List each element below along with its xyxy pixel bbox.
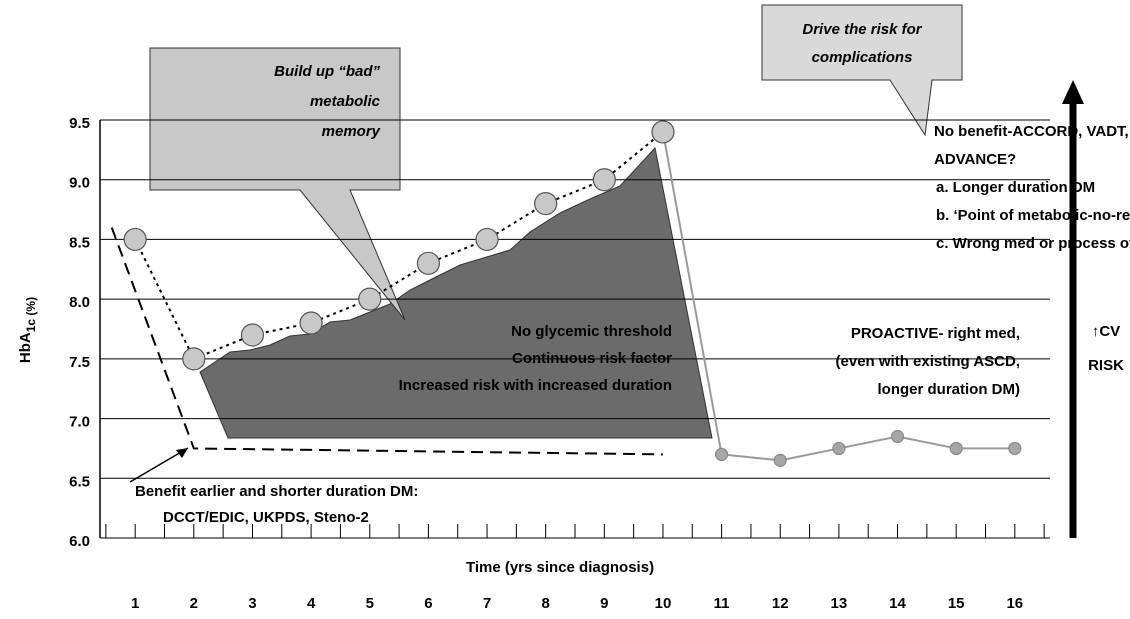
annotation-benefit: Benefit earlier and shorter duration DM: <box>135 483 418 500</box>
y-tick-label: 9.5 <box>69 115 90 132</box>
y-axis-title: HbA1c (%) <box>17 297 38 363</box>
series-line <box>721 435 1015 462</box>
y-tick-label: 6.5 <box>69 473 90 490</box>
annotation-area-text: No glycemic threshold <box>511 323 672 340</box>
data-point <box>475 227 499 252</box>
x-tick-label: 5 <box>366 595 374 612</box>
data-point <box>358 287 382 311</box>
risk-callout-box <box>761 4 963 137</box>
data-point <box>123 227 147 252</box>
annotation-no-benefit: c. Wrong med or process of care <box>936 235 1130 252</box>
annotation-proactive: PROACTIVE- right med, <box>851 325 1020 342</box>
data-point <box>890 429 905 444</box>
y-axis-title-sub: 1c (%) <box>24 297 38 332</box>
annotation-area-text: Increased risk with increased duration <box>399 377 672 394</box>
annotation-cv-risk: ↑CV <box>1092 323 1120 340</box>
x-tick-label: 11 <box>714 595 730 612</box>
benefit-arrow <box>129 447 189 483</box>
x-tick-label: 10 <box>655 595 672 612</box>
annotation-memory-callout: metabolic <box>310 93 381 110</box>
y-tick-label: 9.0 <box>69 175 90 192</box>
annotation-risk-callout: complications <box>812 49 913 66</box>
x-tick-label: 6 <box>424 595 432 612</box>
annotation-no-benefit: ADVANCE? <box>934 151 1016 168</box>
annotation-cv-risk: RISK <box>1088 357 1124 374</box>
data-point <box>240 323 265 347</box>
annotation-memory-callout: memory <box>322 123 381 140</box>
data-point <box>299 311 323 335</box>
x-tick-label: 8 <box>542 595 550 612</box>
y-tick-label: 7.0 <box>69 414 90 431</box>
y-tick-label: 7.5 <box>69 354 90 371</box>
x-tick-label: 3 <box>248 595 256 612</box>
y-tick-label: 8.0 <box>69 294 90 311</box>
x-tick-label: 1 <box>131 595 139 612</box>
data-point <box>949 441 963 456</box>
annotation-no-benefit: No benefit-ACCORD, VADT, <box>934 123 1129 140</box>
x-tick-label: 2 <box>190 595 198 612</box>
x-tick-label: 13 <box>831 595 848 612</box>
data-point <box>534 192 558 216</box>
x-tick-label: 15 <box>948 595 965 612</box>
x-tick-label: 12 <box>772 595 789 612</box>
y-tick-label: 6.0 <box>69 533 90 550</box>
risk-area <box>199 146 713 439</box>
series-line <box>110 227 663 456</box>
data-point <box>832 441 846 456</box>
annotation-area-text: Continuous risk factor <box>512 350 672 367</box>
x-tick-label: 14 <box>889 595 906 612</box>
data-point <box>651 120 675 144</box>
benefit-arrow-head <box>176 448 188 458</box>
data-point <box>773 453 787 467</box>
plot: 6.06.57.07.58.08.59.09.51 2 3 4 5 6 7 8 9 10 11 12 1… <box>17 115 1050 612</box>
cv-risk-arrow-head <box>1062 80 1084 104</box>
data-point <box>1008 441 1022 456</box>
annotation-benefit: DCCT/EDIC, UKPDS, Steno-2 <box>163 509 369 526</box>
annotation-proactive: (even with existing ASCD, <box>836 353 1020 370</box>
connector-line <box>661 131 723 455</box>
annotation-proactive: longer duration DM) <box>878 381 1021 398</box>
annotation-memory-callout: Build up “bad” <box>274 63 380 80</box>
annotation-risk-callout: Drive the risk for <box>802 21 922 38</box>
memory-callout-box <box>149 47 406 321</box>
y-axis-title-main: HbA <box>17 332 34 363</box>
x-tick-label: 9 <box>600 595 608 612</box>
x-tick-label: 16 <box>1006 595 1023 612</box>
data-point <box>182 347 206 371</box>
x-axis-title: Time (yrs since diagnosis) <box>466 559 654 576</box>
annotation-no-benefit: b. ‘Point of metabolic-no-return’ <box>936 207 1130 224</box>
data-point <box>592 168 616 192</box>
y-tick-label: 8.5 <box>69 234 90 251</box>
x-tick-label: 7 <box>483 595 491 612</box>
annotation-no-benefit: a. Longer duration DM <box>936 179 1095 196</box>
data-point <box>416 251 440 275</box>
data-point <box>715 447 729 461</box>
x-tick-label: 4 <box>307 595 316 612</box>
